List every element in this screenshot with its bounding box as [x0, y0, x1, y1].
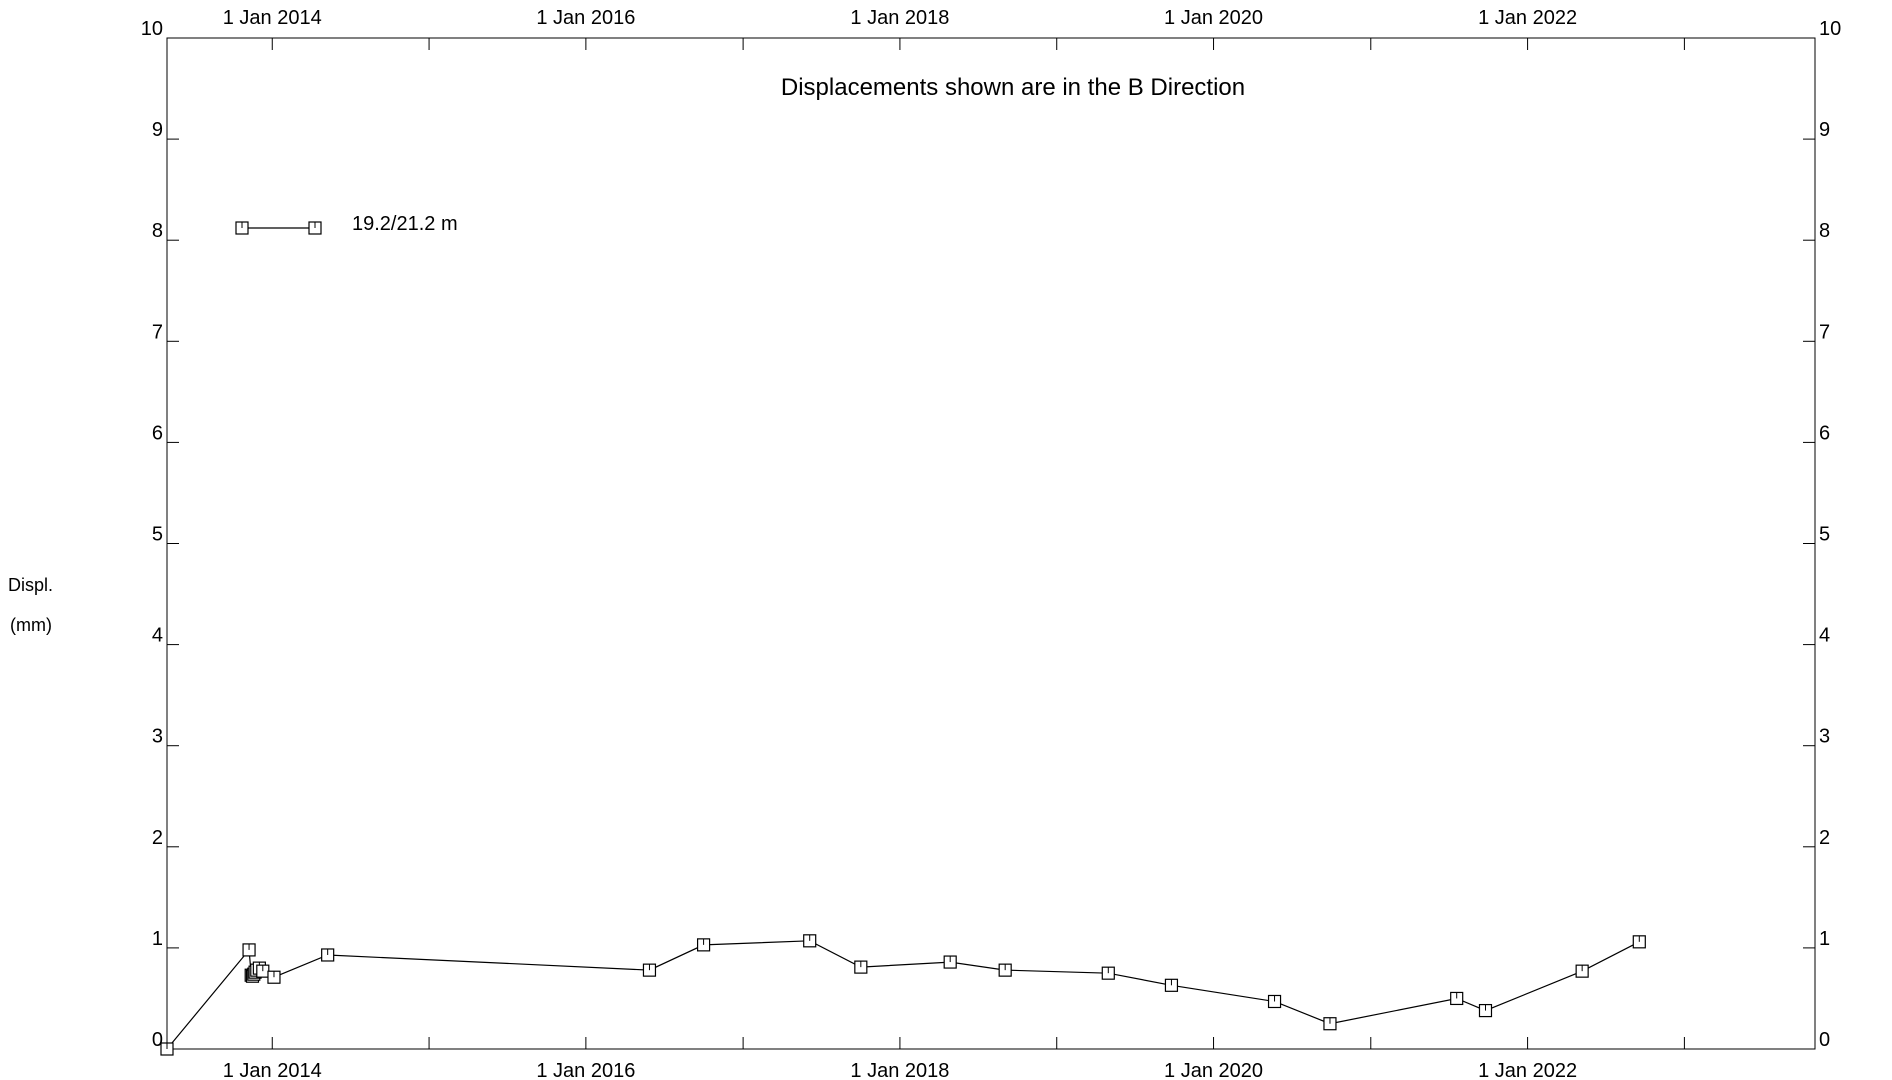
y-tick-label-left: 9: [152, 119, 163, 141]
y-tick-label-right: 4: [1819, 625, 1830, 647]
x-tick-label-bottom: 1 Jan 2020: [1164, 1060, 1263, 1080]
y-tick-label-right: 10: [1819, 18, 1841, 40]
y-tick-label-right: 2: [1819, 827, 1830, 849]
y-tick-label-right: 8: [1819, 220, 1830, 242]
y-tick-label-left: 0: [152, 1029, 163, 1051]
series-line: [166, 940, 1640, 1050]
plot-frame: [166, 37, 1816, 1050]
y-tick-label-right: 9: [1819, 119, 1830, 141]
chart-title: Displacements shown are in the B Directi…: [781, 74, 1245, 101]
y-axis-left: 0 1 2 3 4 5 6 7 8 9 10: [141, 18, 179, 1051]
y-tick-label-right: 5: [1819, 524, 1830, 546]
y-axis-right: 0 1 2 3 4 5 6 7 8 9 10: [1803, 18, 1841, 1051]
x-tick-label-bottom: 1 Jan 2022: [1478, 1060, 1577, 1080]
y-axis-label-line-2: (mm): [10, 615, 52, 635]
legend-label: 19.2/21.2 m: [352, 213, 458, 235]
x-tick-label-top: 1 Jan 2018: [850, 7, 949, 29]
x-axis-bottom: 1 Jan 2014 1 Jan 2016 1 Jan 2018 1 Jan 2020…: [223, 1037, 1685, 1080]
y-tick-label-right: 6: [1819, 422, 1830, 444]
y-tick-label-right: 7: [1819, 321, 1830, 343]
x-tick-label-bottom: 1 Jan 2018: [850, 1060, 949, 1080]
x-tick-label-bottom: 1 Jan 2016: [536, 1060, 635, 1080]
x-tick-label-top: 1 Jan 2014: [223, 7, 322, 29]
y-tick-label-left: 10: [141, 18, 163, 40]
y-tick-label-left: 3: [152, 726, 163, 748]
y-tick-label-right: 1: [1819, 928, 1830, 950]
y-tick-label-right: 3: [1819, 726, 1830, 748]
y-tick-label-left: 2: [152, 827, 163, 849]
x-tick-label-top: 1 Jan 2016: [536, 7, 635, 29]
y-tick-label-left: 7: [152, 321, 163, 343]
x-axis-top: 1 Jan 2014 1 Jan 2016 1 Jan 2018 1 Jan 2020…: [223, 7, 1685, 50]
series-layer: [160, 934, 1646, 1056]
y-tick-label-right: 0: [1819, 1029, 1830, 1051]
x-tick-label-top: 1 Jan 2022: [1478, 7, 1577, 29]
y-axis-label-line-1: Displ.: [8, 575, 54, 595]
y-tick-label-left: 5: [152, 524, 163, 546]
y-tick-label-left: 6: [152, 422, 163, 444]
x-tick-label-bottom: 1 Jan 2014: [223, 1060, 322, 1080]
y-tick-label-left: 1: [152, 928, 163, 950]
x-tick-label-top: 1 Jan 2020: [1164, 7, 1263, 29]
y-tick-label-left: 8: [152, 220, 163, 242]
legend: 19.2/21.2 m: [235, 213, 458, 235]
y-tick-label-left: 4: [152, 625, 163, 647]
